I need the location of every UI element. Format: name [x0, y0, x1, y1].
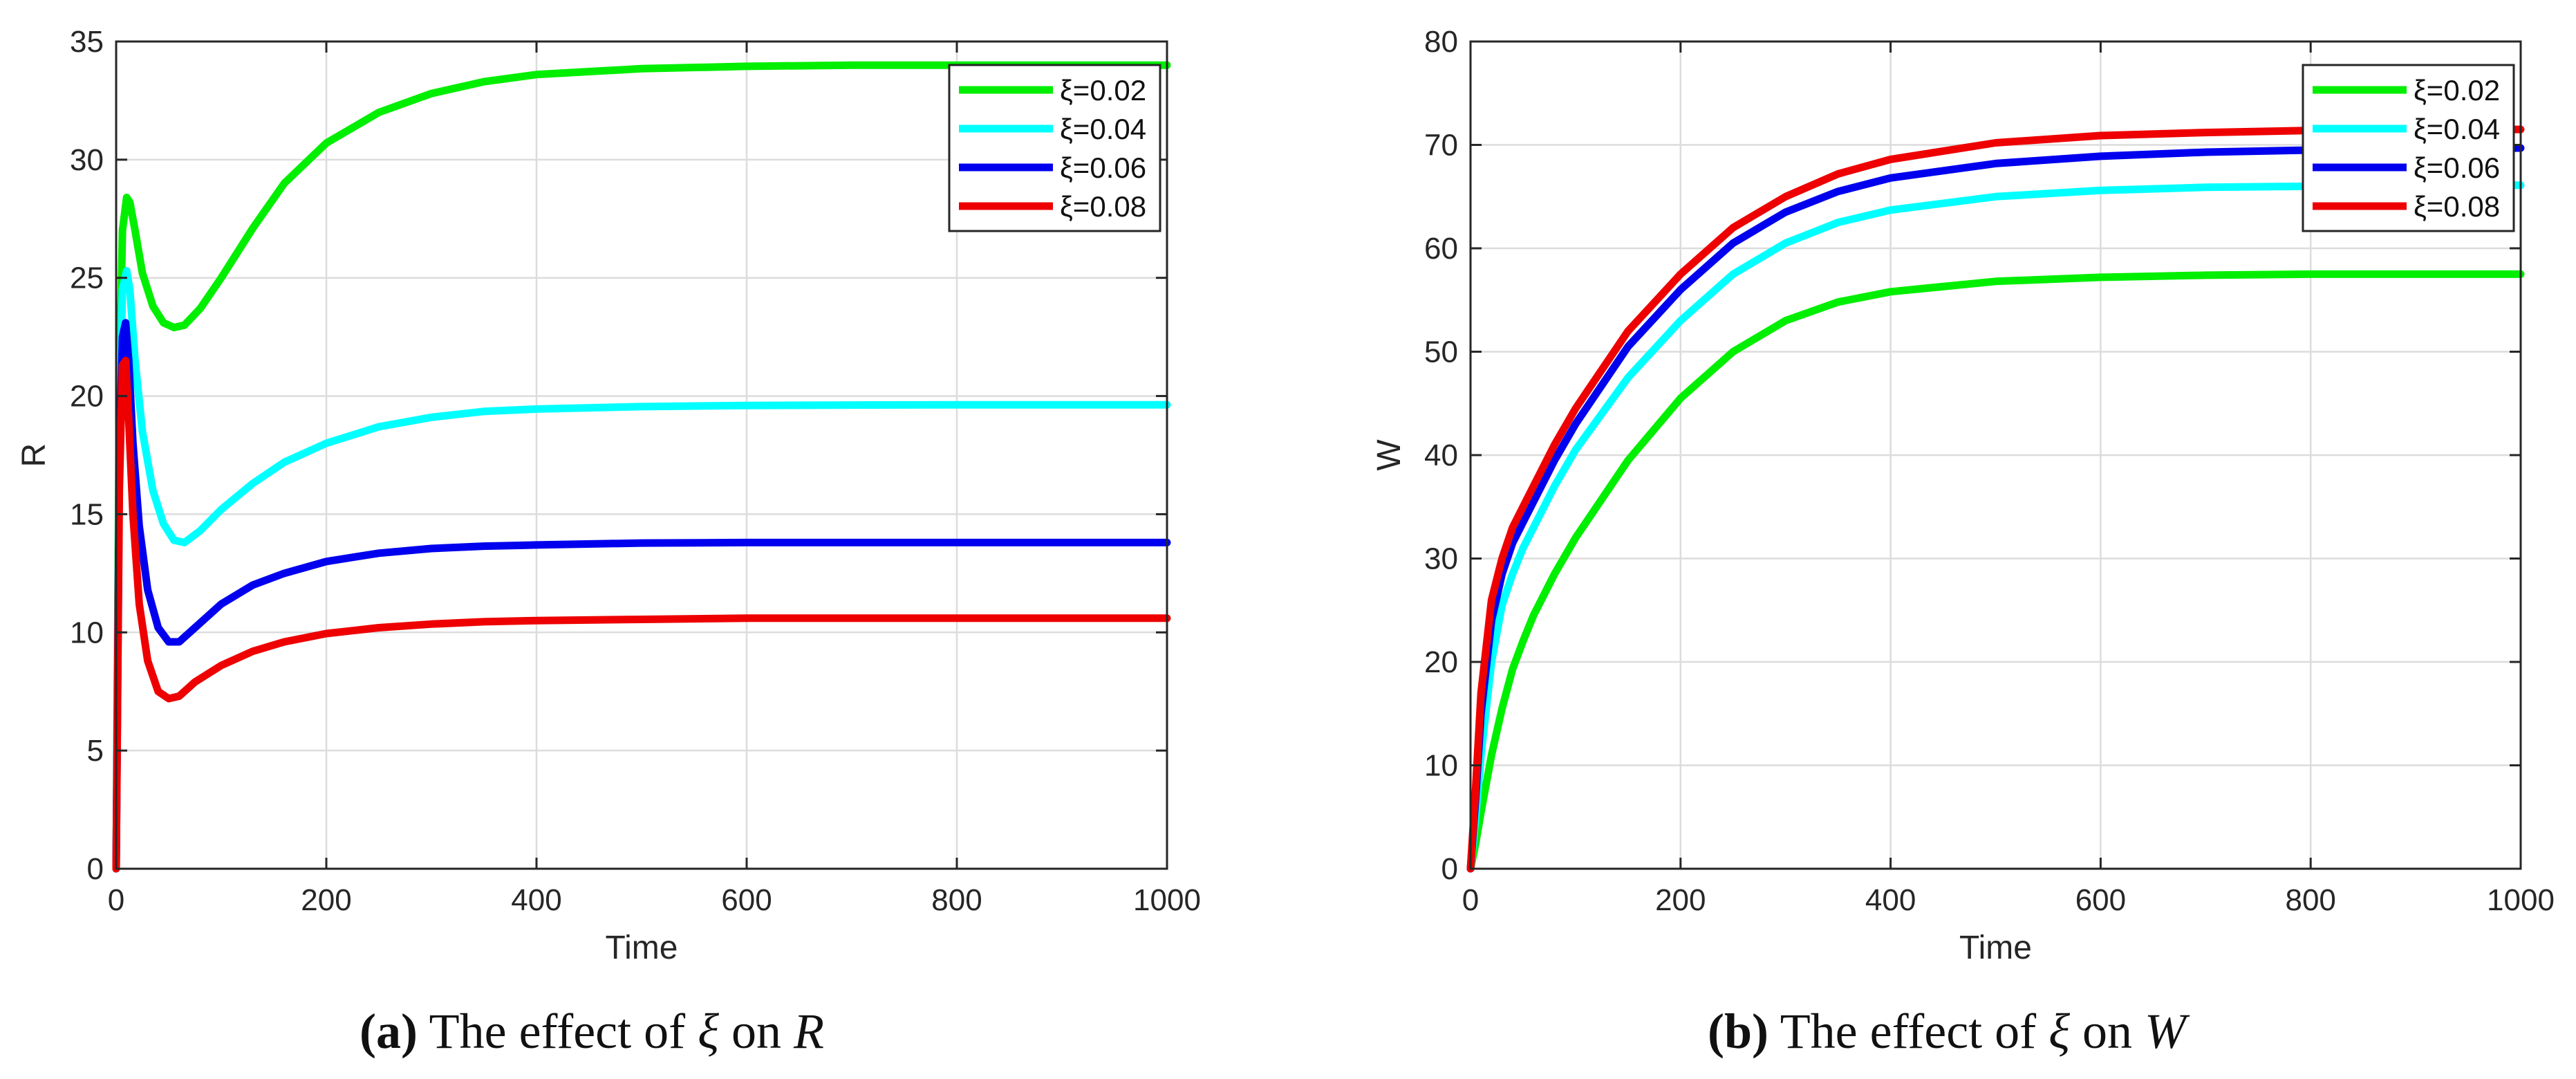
chart-b-ytick-label: 10 — [1424, 749, 1458, 783]
chart-a-xtick-label: 800 — [931, 883, 982, 917]
chart-b-ytick-label: 60 — [1424, 232, 1458, 266]
chart-b-legend-label-3: ξ=0.08 — [2414, 190, 2500, 223]
caption-a-label: (a) — [360, 1004, 418, 1059]
chart-a-axes-box — [115, 40, 1168, 870]
chart-b-xtick-label: 200 — [1655, 883, 1706, 917]
chart-a-xtick-label: 0 — [108, 883, 124, 917]
chart-b-series-line-0 — [1466, 270, 2525, 873]
chart-a-xtick-label: 200 — [301, 883, 351, 917]
chart-b-xlabel: Time — [1959, 930, 2032, 966]
caption-a-symbol: ξ — [698, 1004, 719, 1059]
caption-a-prefix: The effect of — [429, 1004, 686, 1059]
chart-a-ytick-label: 25 — [70, 261, 104, 295]
caption-b-prefix: The effect of — [1780, 1004, 2037, 1059]
chart-b-xtick-label: 400 — [1865, 883, 1916, 917]
caption-a-middle: on — [731, 1004, 781, 1059]
chart-a-series-line-1 — [112, 267, 1171, 873]
chart-b-ytick-label: 70 — [1424, 129, 1458, 163]
chart-a-series-line-3 — [112, 356, 1171, 873]
chart-a-legend-label-3: ξ=0.08 — [1060, 190, 1146, 223]
chart-a-ytick-label: 35 — [70, 25, 104, 59]
chart-b-xtick-label: 800 — [2285, 883, 2335, 917]
chart-a-xlabel: Time — [606, 930, 678, 966]
chart-b-ytick-label: 40 — [1424, 439, 1458, 472]
chart-b-ytick-label: 30 — [1424, 542, 1458, 576]
chart-b-series-line-1 — [1466, 181, 2525, 873]
chart-b-ytick-label: 20 — [1424, 645, 1458, 679]
caption-b-middle: on — [2082, 1004, 2132, 1059]
chart-b-legend-label-2: ξ=0.06 — [2414, 151, 2500, 184]
chart-b-ytick-label: 0 — [1441, 852, 1458, 886]
chart-b-xtick-label: 0 — [1462, 883, 1479, 917]
chart-b-ytick-label: 80 — [1424, 25, 1458, 59]
chart-a-legend-label-0: ξ=0.02 — [1060, 74, 1146, 107]
chart-a-legend-label-2: ξ=0.06 — [1060, 151, 1146, 184]
chart-a-ytick-label: 30 — [70, 143, 104, 177]
chart-b-ytick-label: 50 — [1424, 335, 1458, 369]
chart-b-legend-label-1: ξ=0.04 — [2414, 113, 2500, 145]
caption-a-variable: R — [793, 1004, 824, 1059]
chart-a-ytick-label: 5 — [87, 734, 104, 768]
chart-b-series-line-3 — [1466, 125, 2525, 873]
chart-a-series-line-0 — [112, 61, 1171, 873]
chart-a: 0 200 400 600 800 1000 0 5 10 15 20 25 30 35 Time Rξ=0.… — [16, 25, 1201, 966]
caption-a: (a) The effect of ξ on R — [360, 1003, 824, 1060]
chart-a-ytick-label: 20 — [70, 380, 104, 414]
chart-a-xtick-label: 400 — [511, 883, 561, 917]
chart-a-ytick-label: 0 — [87, 852, 104, 886]
caption-b-variable: W — [2145, 1004, 2186, 1059]
caption-b-label: (b) — [1708, 1004, 1768, 1059]
caption-b-symbol: ξ — [2048, 1004, 2070, 1059]
chart-a-xtick-label: 1000 — [1133, 883, 1201, 917]
chart-a-ylabel: R — [16, 443, 53, 468]
chart-b-xtick-label: 1000 — [2487, 883, 2555, 917]
chart-b: 0 200 400 600 800 1000 0 10 20 30 40 50 60 70 80 Time Wξ… — [1371, 25, 2555, 966]
chart-b-ylabel: W — [1371, 439, 1408, 471]
chart-b-legend-label-0: ξ=0.02 — [2414, 74, 2500, 107]
chart-a-ytick-label: 15 — [70, 497, 104, 531]
chart-a-ytick-label: 10 — [70, 616, 104, 649]
chart-b-xtick-label: 600 — [2075, 883, 2126, 917]
caption-b: (b) The effect of ξ on W — [1708, 1003, 2186, 1060]
chart-a-legend-label-1: ξ=0.04 — [1060, 113, 1146, 145]
chart-a-xtick-label: 600 — [721, 883, 772, 917]
chart-b-series-line-2 — [1466, 144, 2525, 873]
